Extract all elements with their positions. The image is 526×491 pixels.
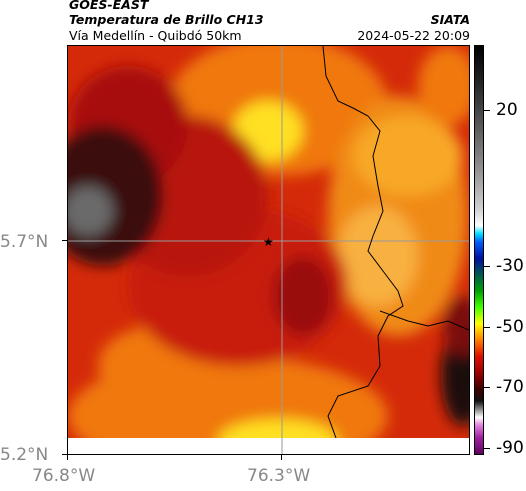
- temperature-field: ★: [68, 46, 469, 454]
- lat-label: 5.2°N: [0, 445, 49, 465]
- colorbar-label: -70: [496, 377, 524, 397]
- org-label: SIATA: [430, 12, 470, 27]
- region-subtitle: Vía Medellín - Quibdó 50km: [69, 28, 242, 43]
- colorbar-tick: [484, 110, 490, 111]
- star-icon: ★: [263, 235, 274, 249]
- colorbar: [474, 45, 484, 455]
- colorbar-tick: [484, 266, 490, 267]
- lon-label: 76.3°W: [247, 466, 311, 486]
- lon-tick: [281, 455, 282, 460]
- colorbar-label: -90: [496, 438, 524, 458]
- colorbar-label: -50: [496, 317, 524, 337]
- colorbar-tick: [484, 327, 490, 328]
- boundary-line: [322, 46, 404, 439]
- brightness-temperature-map: ★: [67, 45, 470, 455]
- boundary-line-east: [379, 310, 469, 331]
- no-data-strip: [68, 438, 469, 454]
- colorbar-label: -30: [496, 256, 524, 276]
- lon-tick: [67, 455, 68, 460]
- field-blobs: [68, 46, 469, 454]
- satellite-title: GOES-EAST: [69, 0, 149, 12]
- lon-label: 76.8°W: [32, 466, 96, 486]
- datetime-label: 2024-05-22 20:09: [357, 28, 470, 43]
- colorbar-tick: [484, 387, 490, 388]
- product-title: Temperatura de Brillo CH13: [69, 12, 264, 27]
- colorbar-label: 20: [496, 100, 518, 120]
- lat-tick: [62, 454, 67, 455]
- lat-tick: [62, 240, 67, 241]
- colorbar-tick: [484, 448, 490, 449]
- lat-label: 5.7°N: [0, 232, 49, 252]
